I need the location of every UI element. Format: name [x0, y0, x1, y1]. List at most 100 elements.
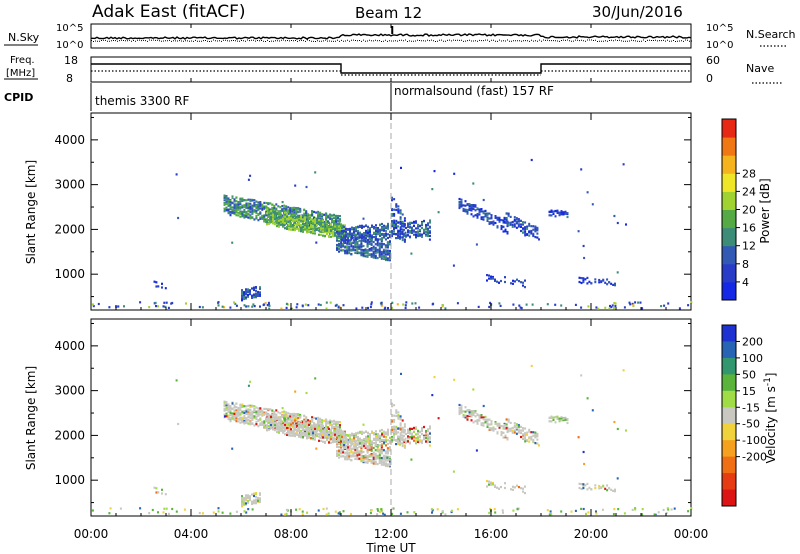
scatter-cell	[257, 203, 260, 206]
scatter-cell	[401, 224, 404, 227]
scatter-cell	[229, 201, 232, 204]
scatter-cell	[285, 222, 288, 225]
scatter-cell	[403, 425, 406, 428]
scatter-cell	[332, 227, 334, 230]
scatter-cell	[352, 241, 355, 244]
scatter-cell	[347, 434, 349, 437]
scatter-cell	[251, 500, 253, 503]
scatter-cell	[554, 215, 557, 218]
scatter-cell	[241, 505, 243, 508]
scatter-cell	[548, 416, 551, 419]
scatter-cell	[349, 437, 351, 441]
scatter-cell	[225, 412, 228, 415]
scatter-cell	[380, 250, 383, 254]
scatter-cell	[276, 431, 278, 434]
scatter-cell	[231, 196, 234, 199]
scatter-cell	[387, 433, 389, 436]
scatter-cell	[358, 239, 361, 242]
scatter-cell	[667, 508, 670, 511]
scatter-cell	[389, 249, 391, 253]
scatter-cell	[425, 434, 427, 437]
scatter-cell	[513, 431, 516, 434]
scatter-cell	[370, 509, 373, 512]
scatter-cell	[419, 439, 421, 442]
scatter-cell	[288, 215, 290, 218]
scatter-cell	[403, 423, 406, 426]
scatter-cell	[237, 214, 240, 217]
scatter-cell	[331, 420, 333, 423]
scatter-cell	[280, 214, 282, 217]
scatter-cell	[289, 211, 292, 214]
scatter-cell	[346, 439, 349, 442]
scatter-cell	[237, 408, 240, 411]
scatter-cell	[257, 419, 260, 422]
scatter-cell	[401, 239, 404, 242]
scatter-cell	[339, 215, 341, 218]
scatter-cell	[383, 224, 385, 227]
scatter-cell	[310, 432, 312, 435]
scatter-cell	[341, 435, 343, 439]
scatter-cell	[574, 509, 577, 512]
scatter-cell	[478, 414, 481, 417]
scatter-cell	[347, 440, 349, 443]
scatter-cell	[349, 227, 351, 230]
scatter-cell	[393, 228, 395, 231]
scatter-cell	[239, 409, 242, 412]
scatter-cell	[295, 418, 298, 421]
scatter-cell	[399, 512, 402, 515]
scatter-cell	[556, 417, 559, 420]
scatter-cell	[486, 214, 489, 217]
scatter-cell	[345, 441, 347, 444]
scatter-cell	[517, 425, 520, 428]
scatter-cell	[247, 178, 250, 181]
scatter-cell	[148, 306, 151, 309]
beam-title: Beam 12	[355, 4, 422, 22]
scatter-cell	[167, 512, 170, 515]
scatter-cell	[329, 421, 332, 424]
scatter-cell	[338, 439, 340, 442]
scatter-cell	[377, 231, 379, 234]
scatter-cell	[329, 217, 332, 220]
scatter-cell	[421, 235, 423, 238]
scatter-cell	[359, 234, 361, 237]
scatter-cell	[330, 232, 332, 235]
scatter-cell	[409, 225, 411, 229]
scatter-cell	[401, 213, 404, 216]
scatter-cell	[351, 438, 353, 441]
scatter-cell	[333, 422, 335, 425]
scatter-cell	[325, 422, 328, 425]
scatter-cell	[554, 303, 557, 306]
scatter-cell	[510, 488, 512, 491]
scatter-cell	[334, 223, 336, 226]
scatter-cell	[342, 451, 345, 454]
scatter-cell	[312, 438, 314, 441]
scatter-cell	[342, 232, 345, 236]
scatter-cell	[384, 245, 387, 248]
scatter-cell	[300, 220, 302, 223]
scatter-cell	[327, 426, 330, 429]
scatter-cell	[371, 234, 373, 237]
scatter-cell	[368, 240, 371, 243]
scatter-cell	[304, 432, 306, 435]
scatter-cell	[339, 512, 341, 515]
scatter-cell	[321, 421, 324, 424]
scatter-cell	[370, 249, 373, 252]
scatter-cell	[524, 286, 526, 289]
scatter-cell	[389, 464, 391, 467]
scatter-cell	[391, 431, 393, 434]
scatter-cell	[115, 305, 118, 308]
scatter-cell	[245, 511, 248, 514]
scatter-cell	[389, 254, 391, 257]
nave-tick-bottom: 0	[706, 72, 713, 85]
scatter-cell	[251, 411, 254, 415]
scatter-cell	[287, 220, 290, 224]
scatter-cell	[346, 242, 349, 245]
scatter-cell	[488, 222, 491, 225]
scatter-cell	[281, 201, 284, 204]
scatter-cell	[319, 423, 322, 426]
scatter-cell	[464, 200, 467, 203]
scatter-cell	[500, 485, 502, 489]
scatter-cell	[312, 425, 314, 428]
scatter-cell	[578, 276, 581, 279]
scatter-cell	[177, 216, 180, 220]
